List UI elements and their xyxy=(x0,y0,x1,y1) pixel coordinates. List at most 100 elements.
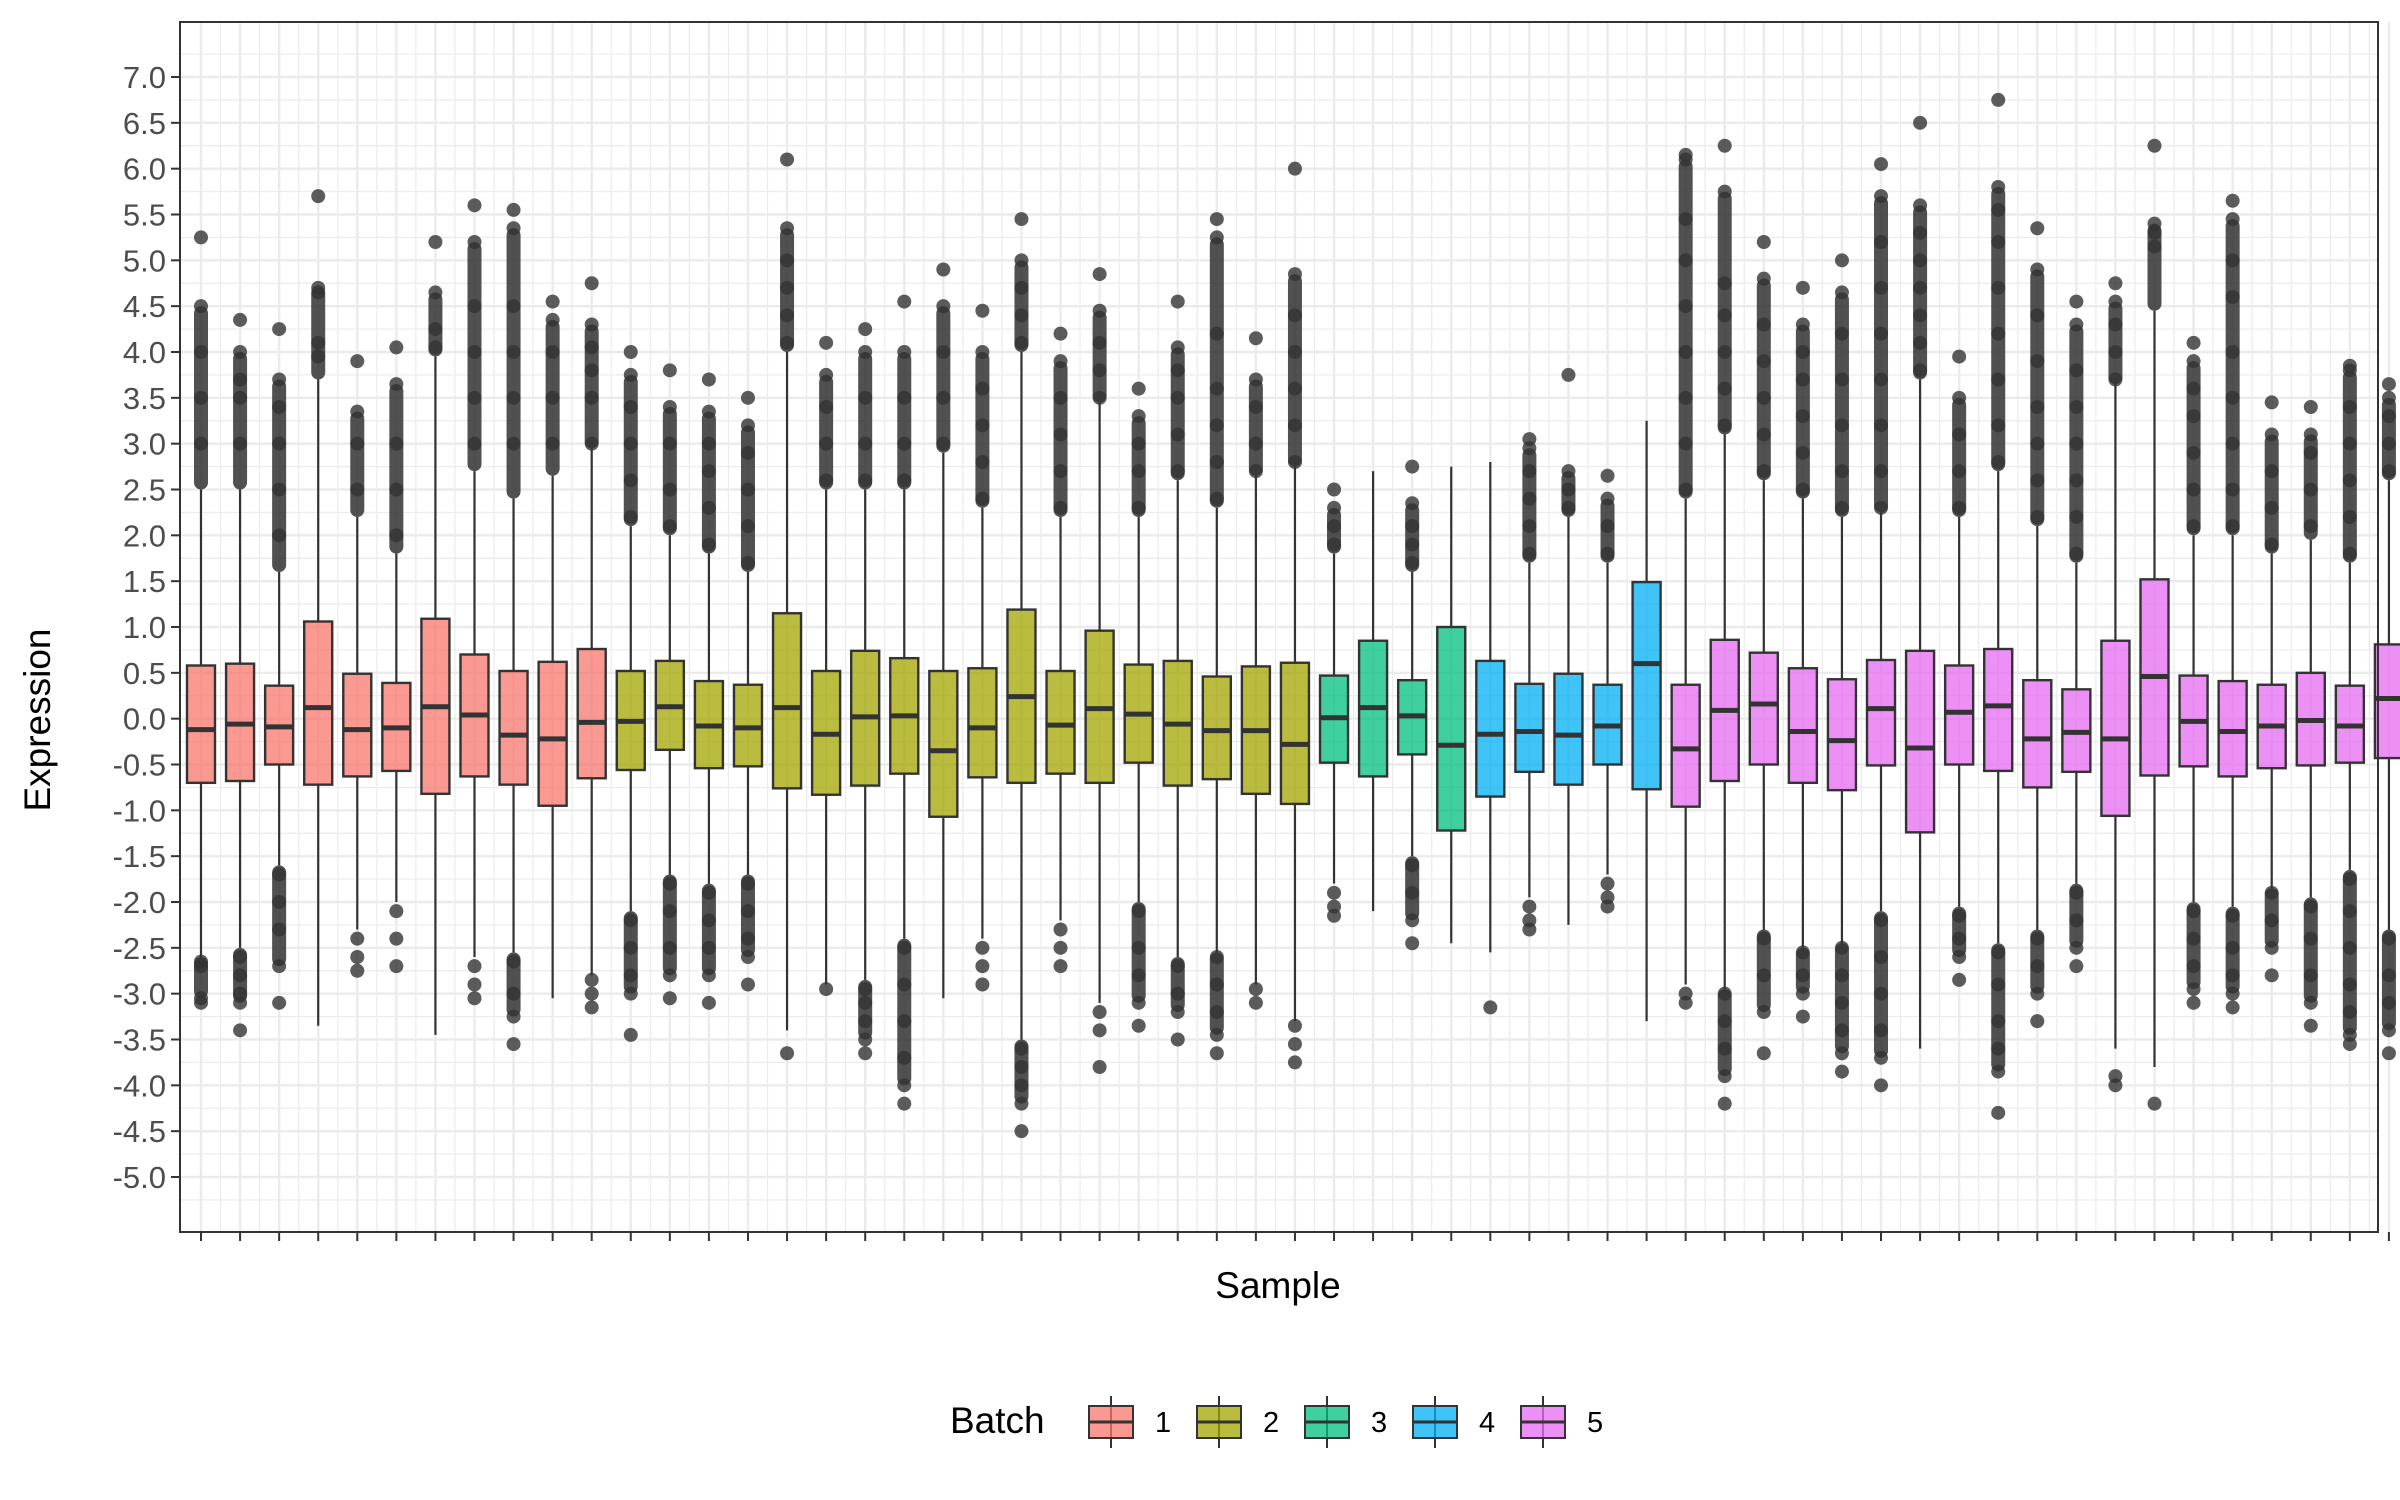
outlier-low xyxy=(2186,904,2201,919)
outlier-high xyxy=(1131,500,1146,515)
box-body xyxy=(342,672,373,778)
outlier-low xyxy=(1678,995,1693,1010)
outlier-high xyxy=(1952,500,1967,515)
outlier-high xyxy=(1248,436,1263,451)
outlier-low xyxy=(2264,940,2279,955)
outlier-high xyxy=(350,404,365,419)
outlier-high xyxy=(1952,464,1967,479)
box-sample xyxy=(420,235,451,1035)
outlier-high xyxy=(1913,335,1928,350)
outlier-low xyxy=(2381,995,2396,1010)
outlier-low xyxy=(467,991,482,1006)
outlier-high xyxy=(1600,491,1615,506)
outlier-low xyxy=(2225,1000,2240,1015)
outlier-high xyxy=(936,345,951,359)
outlier-low xyxy=(1991,1064,2006,1079)
outlier-high xyxy=(467,436,482,451)
outlier-low-dense xyxy=(897,938,912,1086)
outlier-high xyxy=(1717,184,1732,199)
outlier-high xyxy=(2186,445,2201,460)
outlier-high xyxy=(1170,390,1185,405)
outlier-high xyxy=(1131,464,1146,479)
outlier-high xyxy=(1209,491,1224,506)
outlier-high xyxy=(1834,500,1849,515)
y-tick-label: -0.5 xyxy=(113,748,166,783)
outlier-low xyxy=(701,940,716,955)
outlier-low-dense xyxy=(506,952,521,1017)
outlier-high xyxy=(1795,445,1810,460)
outlier-high xyxy=(1991,372,2006,387)
outlier-high xyxy=(2030,221,2045,236)
outlier-high xyxy=(1756,271,1771,286)
outlier-low xyxy=(2225,940,2240,955)
box-body xyxy=(928,669,959,818)
outlier-high xyxy=(1092,335,1107,350)
outlier-high xyxy=(2069,363,2084,378)
outlier-high xyxy=(2186,335,2201,350)
outlier-high-dense xyxy=(897,352,912,490)
y-tick-label: -2.0 xyxy=(113,885,166,920)
outlier-high xyxy=(2225,193,2240,208)
outlier-low xyxy=(897,940,912,955)
outlier-high xyxy=(975,303,990,318)
outlier-low xyxy=(1834,1023,1849,1038)
outlier-low xyxy=(1170,959,1185,974)
outlier-high xyxy=(897,345,912,359)
outlier-high xyxy=(1834,372,1849,387)
outlier-high xyxy=(2264,464,2279,479)
outlier-low xyxy=(194,995,208,1010)
box-sample xyxy=(2373,377,2400,1061)
outlier-high xyxy=(780,152,795,167)
y-axis: 7.0 6.5 6.0 5.5 5.0 4.5 4.0 3.5 3.0 2.5 2.0 1.5 1.0 0… xyxy=(113,60,180,1195)
outlier-low xyxy=(350,950,365,964)
outlier-high xyxy=(1717,418,1732,433)
outlier-high xyxy=(311,280,326,295)
outlier-low xyxy=(1991,1041,2006,1056)
outlier-low xyxy=(1131,1018,1146,1033)
outlier-high-dense xyxy=(584,324,599,449)
outlier-low xyxy=(701,995,716,1010)
outlier-high xyxy=(1092,390,1107,405)
outlier-high xyxy=(740,445,755,460)
outlier-high xyxy=(506,299,521,314)
outlier-high xyxy=(1756,390,1771,405)
outlier-high xyxy=(1522,464,1537,479)
outlier-high xyxy=(1952,427,1967,442)
outlier-low xyxy=(1795,986,1810,1001)
legend: Batch 1 2 3 4 5 xyxy=(950,1396,1603,1448)
outlier-low xyxy=(584,1000,599,1015)
outlier-high xyxy=(1678,345,1693,359)
outlier-high xyxy=(1405,519,1420,534)
outlier-high xyxy=(1327,537,1342,552)
outlier-low xyxy=(1248,995,1263,1010)
outlier-high-dense xyxy=(1874,196,1889,513)
outlier-low xyxy=(1053,940,1068,955)
outlier-high xyxy=(233,390,248,405)
outlier-high xyxy=(1170,363,1185,378)
outlier-low xyxy=(2186,959,2201,974)
outlier-low xyxy=(1483,1000,1498,1015)
outlier-high xyxy=(2069,546,2084,561)
outlier-high xyxy=(1209,326,1224,341)
outlier-high xyxy=(1209,455,1224,469)
outlier-low xyxy=(1874,913,1889,928)
outlier-low xyxy=(1014,1078,1029,1093)
outlier-high-dense xyxy=(1248,379,1263,476)
box-sample xyxy=(1396,459,1428,951)
outlier-high xyxy=(2069,400,2084,414)
outlier-low xyxy=(897,1078,912,1093)
outlier-high xyxy=(194,230,208,245)
box-sample xyxy=(1045,326,1076,974)
outlier-low xyxy=(2225,968,2240,983)
outlier-high xyxy=(1561,367,1576,382)
outlier-high xyxy=(2186,409,2201,424)
outlier-high xyxy=(506,221,521,236)
outlier-high xyxy=(1717,138,1732,153)
outlier-high xyxy=(1131,409,1146,424)
outlier-high xyxy=(1952,349,1967,364)
outlier-low xyxy=(1834,1046,1849,1061)
outlier-low xyxy=(897,1096,912,1111)
outlier-low xyxy=(1874,950,1889,964)
outlier-high xyxy=(1717,308,1732,323)
